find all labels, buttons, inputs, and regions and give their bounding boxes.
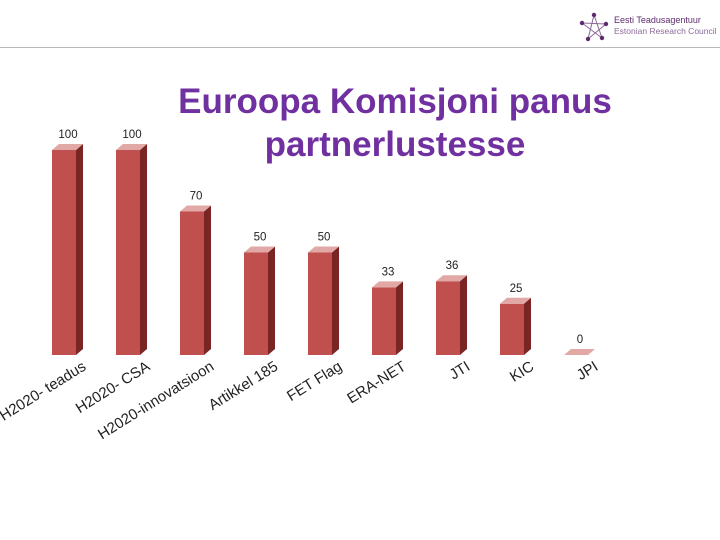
bar-top: [180, 205, 211, 212]
bar-side: [524, 297, 531, 355]
category-label: JPI: [574, 358, 601, 384]
data-label: 70: [190, 191, 203, 203]
bar-front: [308, 252, 332, 355]
data-label: 36: [446, 260, 459, 272]
data-label: 25: [510, 283, 523, 295]
bar-side: [332, 246, 339, 355]
bar-top: [116, 144, 147, 150]
bar-front: [180, 211, 204, 355]
data-label: 0: [577, 334, 583, 346]
data-label: 100: [122, 129, 141, 141]
category-label: JTI: [446, 358, 473, 383]
logo-text-english: Estonian Research Council: [614, 26, 717, 36]
data-label: 33: [382, 266, 395, 278]
bar-side: [76, 144, 83, 355]
bar-front: [500, 303, 524, 355]
bar-front: [116, 150, 140, 355]
header-divider: [0, 47, 720, 48]
bar-side: [460, 275, 467, 355]
chart-title: Euroopa Komisjoni panus partnerlustesse: [178, 82, 612, 164]
bar-top: [500, 297, 531, 304]
bar-top: [52, 144, 83, 150]
bar-top: [244, 246, 275, 253]
bar-front: [244, 252, 268, 355]
category-label: KIC: [507, 358, 537, 386]
bar-front: [436, 281, 460, 355]
category-label: ERA-NET: [344, 358, 409, 407]
bar-side: [268, 246, 275, 355]
category-label: Artikkel 185: [206, 358, 281, 414]
bar-front: [52, 150, 76, 355]
bar-side: [204, 205, 211, 355]
bar-top: [564, 349, 595, 355]
bar-side: [396, 281, 403, 355]
bar-top: [308, 246, 339, 253]
data-label: 100: [58, 129, 77, 141]
category-label: H2020-innovatsioon: [95, 358, 217, 443]
bar-side: [140, 144, 147, 355]
bar-front: [372, 287, 396, 355]
star-network-icon: [579, 12, 609, 42]
bar-top: [372, 281, 403, 288]
data-label: 50: [318, 232, 331, 244]
category-label: FET Flag: [284, 358, 345, 405]
category-label: H2020- teadus: [0, 358, 89, 425]
bar-top: [436, 275, 467, 282]
logo-text-estonian: Eesti Teadusagentuur: [614, 15, 701, 25]
data-label: 50: [254, 232, 267, 244]
logo: Eesti Teadusagentuur Estonian Research C…: [578, 12, 718, 42]
